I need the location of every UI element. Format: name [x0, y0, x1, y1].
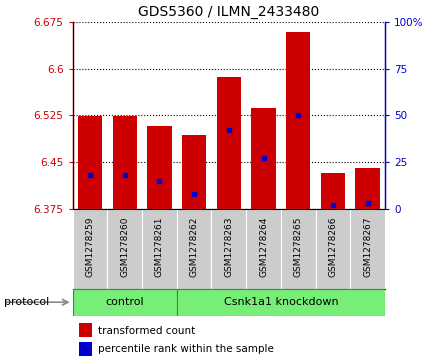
Text: percentile rank within the sample: percentile rank within the sample [98, 344, 274, 354]
Bar [321, 173, 345, 209]
Bar [350, 209, 385, 289]
Bar [73, 289, 177, 316]
Bar [107, 209, 142, 289]
Text: transformed count: transformed count [98, 326, 195, 336]
Bar [212, 209, 246, 289]
Bar [251, 108, 276, 209]
Bar [79, 323, 92, 338]
Bar [78, 117, 102, 209]
Text: Csnk1a1 knockdown: Csnk1a1 knockdown [224, 297, 338, 307]
Bar [177, 289, 385, 316]
Bar [246, 209, 281, 289]
Bar [315, 209, 350, 289]
Text: GSM1278267: GSM1278267 [363, 217, 372, 277]
Bar [286, 32, 310, 209]
Bar [182, 135, 206, 209]
Text: GSM1278264: GSM1278264 [259, 217, 268, 277]
Bar [281, 209, 315, 289]
Text: GSM1278263: GSM1278263 [224, 217, 233, 277]
Bar [177, 209, 212, 289]
Text: GSM1278259: GSM1278259 [85, 217, 95, 277]
Bar [113, 117, 137, 209]
Bar [73, 209, 107, 289]
Bar [79, 342, 92, 356]
Text: GSM1278262: GSM1278262 [190, 217, 198, 277]
Text: protocol: protocol [4, 297, 50, 307]
Bar [147, 126, 172, 209]
Text: GSM1278266: GSM1278266 [328, 217, 337, 277]
Text: control: control [105, 297, 144, 307]
Bar [356, 168, 380, 209]
Title: GDS5360 / ILMN_2433480: GDS5360 / ILMN_2433480 [138, 5, 319, 19]
Bar [142, 209, 177, 289]
Text: GSM1278260: GSM1278260 [120, 217, 129, 277]
Text: GSM1278265: GSM1278265 [294, 217, 303, 277]
Text: GSM1278261: GSM1278261 [155, 217, 164, 277]
Bar [216, 77, 241, 209]
